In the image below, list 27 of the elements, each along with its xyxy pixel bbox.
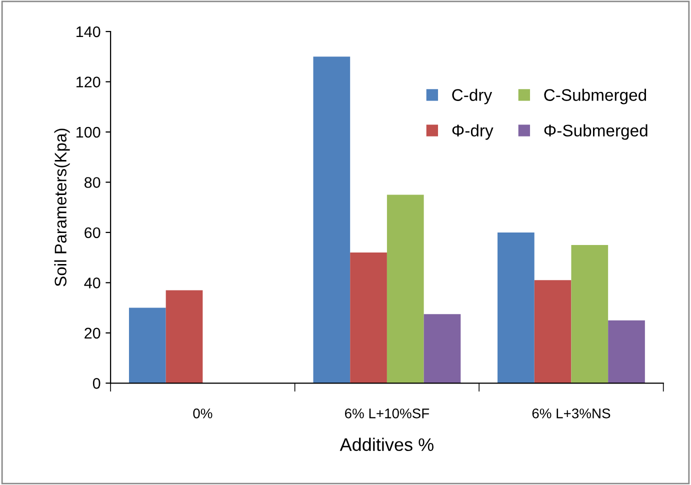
bar [534,280,572,384]
y-tick-label: 120 [76,76,100,88]
y-tick-label: 80 [84,177,100,188]
bar [350,252,387,384]
bar [128,308,166,384]
y-tick-label: 100 [76,126,100,138]
y-axis-title: Soil Parameters(Kpa) [54,128,70,286]
y-tick-label: 40 [84,278,100,288]
legend-label: C-dry [452,88,492,104]
x-tick-label: 6% L+10%SF [345,408,430,418]
bar [424,314,461,384]
bar [166,290,203,384]
x-tick-label: 0% [193,408,212,418]
legend-label: Φ-dry [452,124,494,140]
legend-label: C-Submerged [544,88,646,104]
bar [386,194,424,384]
y-tick-label: 20 [84,328,100,339]
y-tick-label: 0 [92,378,100,389]
legend-label: Φ-Submerged [544,124,648,140]
bar [498,232,534,384]
y-tick-label: 140 [76,26,100,38]
bar [571,245,608,384]
x-tick-label: 6% L+3%NS [532,408,610,418]
x-axis-title: Additives % [340,438,434,452]
y-tick-label: 60 [84,227,100,238]
bar [313,56,350,384]
bar [608,320,645,384]
